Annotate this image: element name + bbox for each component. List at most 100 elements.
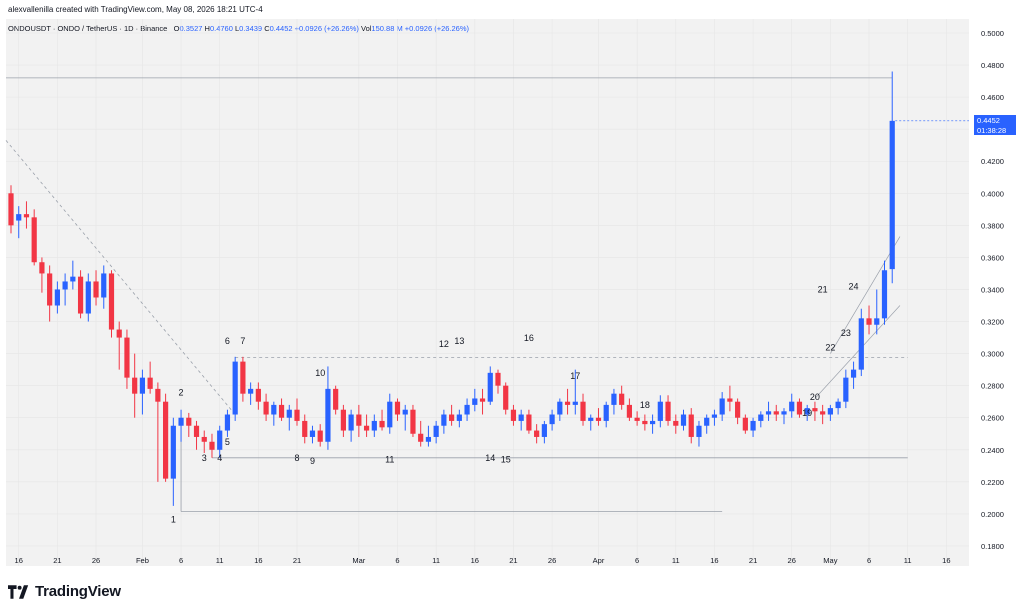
- x-tick-label: 11: [432, 556, 440, 565]
- candle-body: [410, 409, 416, 434]
- candle-body: [835, 401, 841, 409]
- wave-count-label: 11: [385, 455, 394, 465]
- legend-open: 0.3527: [179, 24, 203, 33]
- candle-body: [433, 425, 439, 437]
- candle-body: [572, 401, 578, 405]
- candle-body: [603, 404, 609, 421]
- candle-body: [850, 369, 857, 378]
- candle-body: [441, 414, 447, 426]
- candle-body: [704, 417, 710, 426]
- candle-body: [8, 193, 14, 226]
- wave-count-label: 16: [524, 333, 534, 343]
- candle-body: [348, 414, 354, 431]
- legend-high-label: H: [204, 24, 210, 33]
- x-tick-label: 21: [749, 556, 757, 565]
- x-tick-label: 6: [395, 556, 399, 565]
- symbol-legend[interactable]: ONDOUSDT · ONDO / TetherUS · 1D · Binanc…: [8, 24, 469, 33]
- candle-body: [881, 270, 888, 319]
- candle-body: [425, 436, 432, 442]
- x-tick-label: 26: [788, 556, 796, 565]
- candle-body: [503, 385, 509, 410]
- candle-body: [16, 214, 22, 221]
- wave-count-label: 3: [202, 453, 207, 463]
- candle-body: [278, 404, 285, 418]
- candle-body: [263, 401, 269, 415]
- legend-close: 0.4452: [269, 24, 293, 33]
- y-tick-label: 0.2200: [981, 478, 1004, 487]
- y-tick-label: 0.2400: [981, 446, 1004, 455]
- wave-count-label: 1: [171, 515, 176, 525]
- wave-count-label: 6: [225, 336, 230, 346]
- candle-body: [85, 281, 91, 314]
- candle-body: [47, 273, 53, 306]
- candle-body: [789, 401, 795, 412]
- last-price-value: 0.4452: [977, 116, 1000, 125]
- candle-body: [217, 430, 223, 450]
- y-tick-label: 0.2800: [981, 382, 1004, 391]
- candle-body: [595, 417, 602, 421]
- x-tick-label: 16: [15, 556, 23, 565]
- candle-body: [820, 411, 826, 415]
- x-tick-label: 11: [216, 556, 224, 565]
- legend-low: 0.3439: [239, 24, 263, 33]
- wave-count-label: 13: [454, 336, 464, 346]
- y-tick-label: 0.3600: [981, 253, 1004, 262]
- brand-name: TradingView: [35, 583, 121, 600]
- wave-count-label: 4: [217, 453, 222, 463]
- legend-vol-label: Vol: [360, 24, 372, 33]
- y-tick-label: 0.3400: [981, 285, 1004, 294]
- candle-body: [116, 329, 122, 338]
- candle-body: [673, 420, 679, 426]
- x-tick-label: 16: [710, 556, 718, 565]
- candle-body: [688, 414, 694, 437]
- candle-body: [843, 377, 849, 402]
- candle-body: [796, 401, 803, 415]
- candle-body: [750, 420, 756, 431]
- wave-count-label: 12: [439, 339, 449, 349]
- wave-count-label: 9: [310, 456, 315, 466]
- y-tick-label: 0.3800: [981, 221, 1004, 230]
- y-tick-label: 0.2000: [981, 510, 1004, 519]
- candle-body: [309, 430, 316, 437]
- candle-body: [626, 404, 632, 418]
- x-tick-label: 26: [548, 556, 556, 565]
- candle-body: [108, 273, 115, 330]
- candle-body: [564, 401, 571, 405]
- candle-body: [101, 273, 107, 298]
- candle-body: [642, 420, 648, 425]
- legend-low-label: L: [234, 24, 240, 33]
- tradingview-logo-icon: [8, 584, 29, 599]
- candle-body: [472, 398, 478, 405]
- candle-body: [248, 388, 254, 394]
- candle-body: [711, 414, 718, 418]
- y-tick-label: 0.4000: [981, 189, 1004, 198]
- candle-body: [302, 420, 308, 437]
- candle-body: [456, 414, 462, 421]
- y-tick-label: 0.3000: [981, 350, 1004, 359]
- candle-body: [371, 420, 377, 431]
- candle-body: [286, 409, 292, 418]
- wave-count-label: 18: [640, 400, 650, 410]
- x-tick-label: 21: [53, 556, 61, 565]
- x-tick-label: 26: [92, 556, 100, 565]
- candle-body: [317, 430, 323, 442]
- candle-body: [418, 433, 424, 442]
- rising-trend-line: [814, 305, 901, 399]
- wave-count-label: 2: [179, 387, 184, 397]
- price-axis[interactable]: [969, 19, 1024, 566]
- candle-body: [224, 414, 231, 431]
- y-tick-label: 0.4600: [981, 93, 1004, 102]
- candle-body: [742, 417, 748, 431]
- candle-body: [680, 414, 687, 426]
- candle-body: [580, 401, 586, 421]
- legend-symbol[interactable]: ONDOUSDT · ONDO / TetherUS · 1D · Binanc…: [8, 24, 168, 33]
- tradingview-brand[interactable]: TradingView: [8, 583, 121, 600]
- candle-body: [271, 404, 277, 415]
- last-price-tag: 0.4452 01:38:28: [974, 115, 1016, 135]
- candle-body: [889, 120, 895, 270]
- candle-body: [39, 262, 45, 274]
- candle-body: [139, 377, 146, 394]
- candle-body: [858, 318, 864, 370]
- x-tick-label: 21: [293, 556, 301, 565]
